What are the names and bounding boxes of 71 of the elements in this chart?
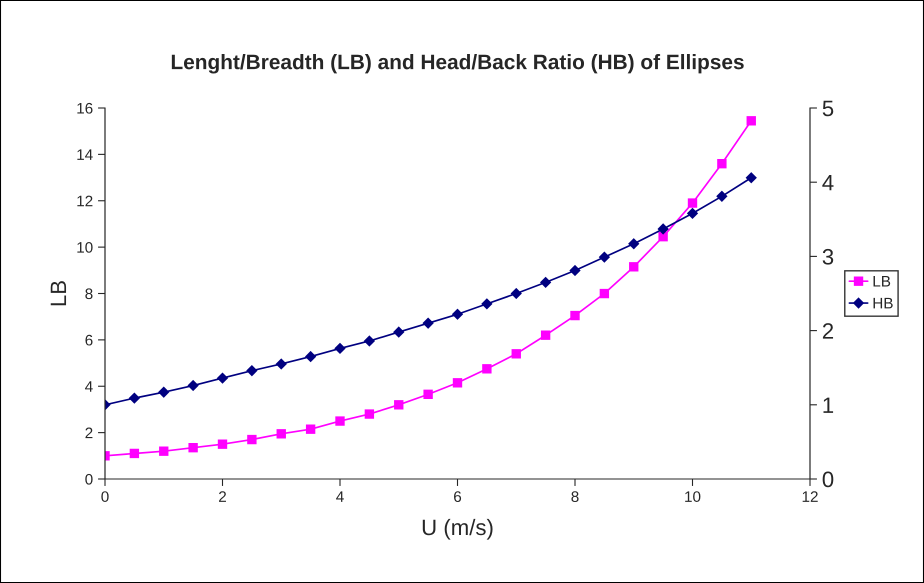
point bbox=[540, 330, 550, 340]
y-tick-label: 6 bbox=[85, 334, 93, 346]
point bbox=[570, 265, 580, 276]
point bbox=[188, 380, 199, 391]
y2-tick-label: 4 bbox=[822, 174, 834, 190]
y2-tick-label: 3 bbox=[822, 248, 834, 265]
point bbox=[598, 252, 610, 263]
y2-tick-label: 5 bbox=[822, 100, 834, 116]
point bbox=[218, 440, 228, 449]
point bbox=[159, 446, 168, 456]
point bbox=[306, 424, 316, 434]
point bbox=[188, 443, 198, 452]
point bbox=[422, 318, 434, 329]
point bbox=[717, 158, 727, 168]
point bbox=[423, 390, 433, 400]
y2-tick-label: 2 bbox=[822, 323, 834, 339]
point bbox=[746, 172, 757, 184]
point bbox=[276, 358, 287, 370]
point bbox=[512, 349, 521, 358]
y-tick-label: 12 bbox=[77, 196, 92, 206]
point bbox=[393, 326, 404, 338]
point bbox=[334, 342, 346, 354]
point bbox=[130, 448, 140, 458]
point bbox=[570, 310, 580, 320]
point bbox=[364, 409, 374, 419]
y-tick-label: 2 bbox=[85, 427, 92, 438]
point bbox=[246, 365, 258, 376]
x-tick-label: 0 bbox=[101, 491, 109, 502]
point bbox=[746, 116, 756, 126]
point bbox=[305, 351, 316, 362]
x-tick-label: 10 bbox=[685, 491, 700, 502]
legend-label: HB bbox=[874, 298, 893, 308]
y-tick-label: 8 bbox=[85, 288, 93, 300]
x-tick-label: 8 bbox=[571, 491, 579, 502]
y-axis-title: LB bbox=[50, 281, 66, 306]
y-tick-label: 16 bbox=[77, 102, 93, 114]
y-tick-label: 14 bbox=[77, 149, 93, 160]
point bbox=[364, 336, 375, 346]
point bbox=[482, 364, 492, 374]
x-axis-title: U (m/s) bbox=[422, 518, 493, 540]
point bbox=[158, 386, 170, 398]
chart-title: Lenght/Breadth (LB) and Head/Back Ratio (HB) of Ellipses bbox=[172, 54, 744, 74]
point bbox=[688, 198, 698, 208]
point bbox=[217, 372, 228, 384]
point bbox=[687, 208, 698, 219]
point bbox=[628, 238, 640, 250]
point bbox=[276, 429, 286, 438]
point bbox=[658, 232, 668, 242]
x-tick-label: 2 bbox=[219, 491, 226, 502]
x-tick-label: 4 bbox=[336, 491, 344, 502]
point bbox=[394, 400, 404, 410]
point bbox=[540, 276, 552, 288]
y-tick-label: 4 bbox=[85, 381, 93, 392]
y2-tick-label: 1 bbox=[824, 398, 834, 413]
y-tick-label: 10 bbox=[77, 242, 93, 253]
legend-label: LB bbox=[874, 276, 890, 287]
point bbox=[128, 392, 140, 404]
point bbox=[600, 288, 610, 298]
y-tick-label: 0 bbox=[85, 474, 93, 485]
point bbox=[510, 288, 522, 299]
point bbox=[452, 308, 463, 320]
point bbox=[658, 224, 669, 234]
point bbox=[629, 262, 638, 272]
point bbox=[716, 190, 728, 202]
point bbox=[481, 298, 492, 310]
x-tick-label: 12 bbox=[802, 491, 818, 502]
point bbox=[452, 378, 462, 388]
y2-tick-label: 0 bbox=[822, 472, 834, 488]
point bbox=[335, 416, 345, 426]
x-tick-label: 6 bbox=[454, 491, 462, 502]
point bbox=[247, 434, 257, 444]
